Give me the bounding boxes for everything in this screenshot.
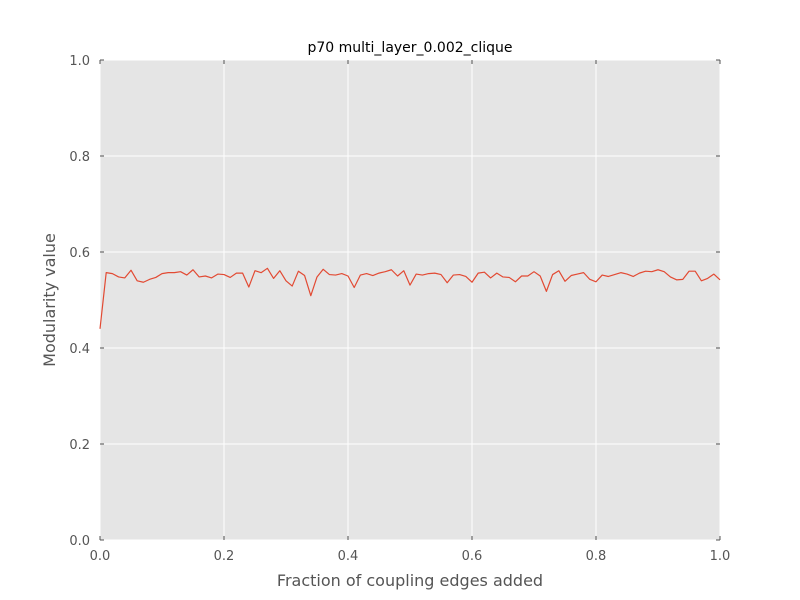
x-tick-label: 0.2 [214,549,235,564]
y-axis-label: Modularity value [40,233,59,367]
series-group [99,267,721,329]
axis-ticks [99,59,721,541]
x-tick-label: 0.8 [586,549,607,564]
x-axis-label: Fraction of coupling edges added [277,571,543,590]
y-tick-label: 1.0 [69,54,90,69]
y-tick-label: 0.2 [69,438,90,453]
tick-labels: 0.0 0.2 0.4 0.6 0.8 1.0 0.0 0.2 0.4 0.6 0.8 1.0 [69,54,730,564]
series-line-0 [99,267,721,329]
plot-background [100,60,720,540]
y-tick-label: 0.0 [69,534,90,549]
chart-title: p70 multi_layer_0.002_clique [308,40,513,56]
y-tick-label: 0.6 [69,246,90,261]
grid-lines [99,59,721,541]
x-tick-label: 0.0 [90,549,111,564]
y-tick-label: 0.4 [69,342,90,357]
x-tick-label: 0.4 [338,549,359,564]
x-tick-label: 1.0 [710,549,731,564]
y-tick-label: 0.8 [69,150,90,165]
x-tick-label: 0.6 [462,549,483,564]
